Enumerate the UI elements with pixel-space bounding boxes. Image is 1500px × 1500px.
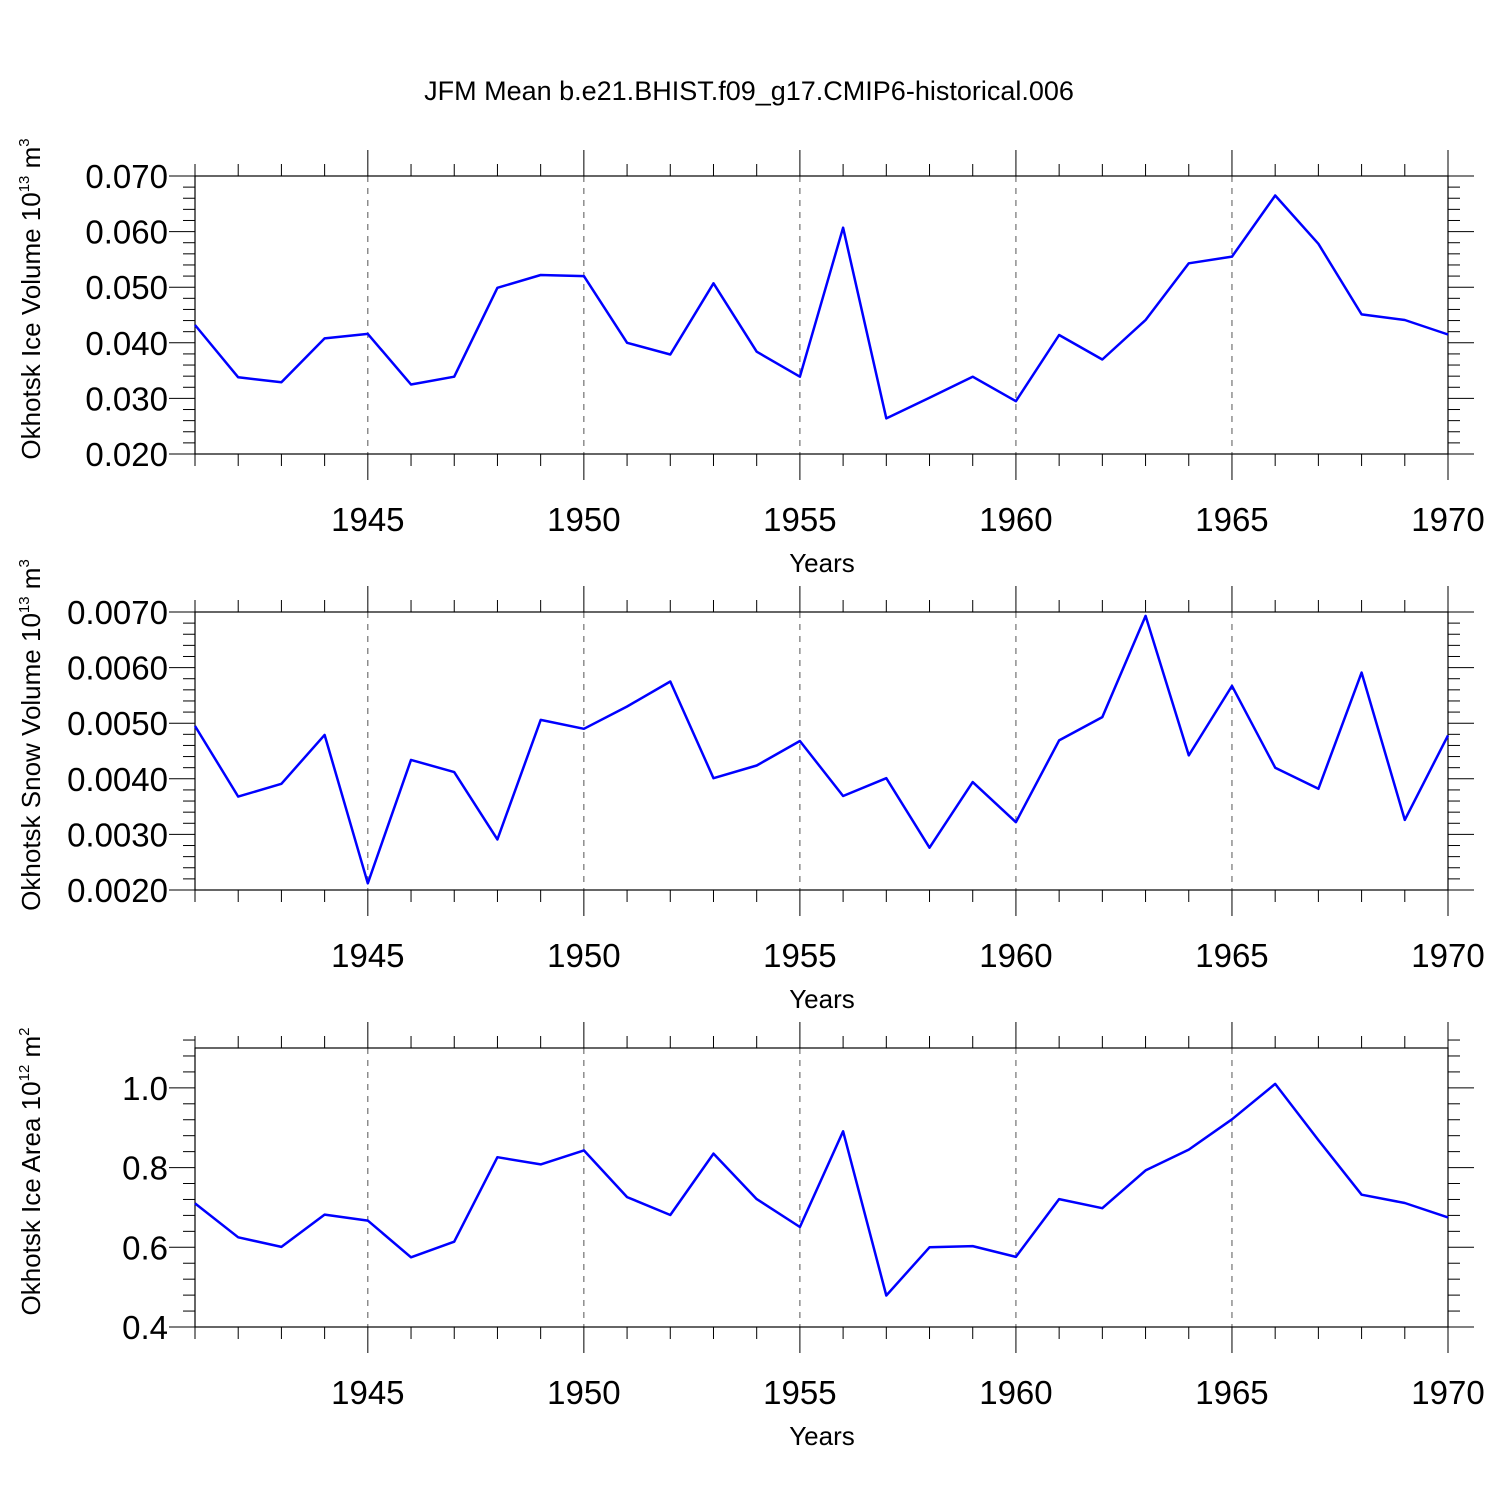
y-axis-title-unit-exponent: 2 [16,1027,33,1035]
y-axis-title-text: Okhotsk Ice Volume 10 [16,192,46,459]
y-tick-label: 0.070 [85,158,168,195]
x-tick-label: 1960 [979,501,1052,538]
y-axis-title: Okhotsk Snow Volume 1013 m3 [16,559,46,911]
x-tick-label: 1950 [547,1374,620,1411]
y-tick-label: 0.060 [85,214,168,251]
panel-1: 0.020 0.030 0.040 0.050 0.060 0.070 1945 1950 19… [16,138,1485,578]
series-line [194,1082,1449,1297]
chart-title: JFM Mean b.e21.BHIST.f09_g17.CMIP6-histo… [424,76,1074,106]
x-tick-label: 1970 [1411,501,1484,538]
x-tick-label: 1960 [979,937,1052,974]
y-axis-title-text: Okhotsk Snow Volume 10 [16,613,46,911]
x-tick-label: 1970 [1411,937,1484,974]
plot-frame [194,175,1449,455]
y-axis-title-unit: m [16,568,46,597]
x-tick-label: 1955 [763,937,836,974]
y-tick-label: 0.030 [85,380,168,417]
y-tick-label: 0.050 [85,269,168,306]
y-tick-label: 0.040 [85,325,168,362]
x-tick-label: 1950 [547,937,620,974]
x-tick-label: 1965 [1195,1374,1268,1411]
x-tick-label: 1960 [979,1374,1052,1411]
x-axis-title: Years [789,984,855,1014]
x-tick-label: 1945 [331,937,404,974]
y-axis-title-exponent: 13 [16,176,33,193]
panels: 0.020 0.030 0.040 0.050 0.060 0.070 1945 1950 19… [16,138,1485,1451]
panel-2: 0.0020 0.0030 0.0040 0.0050 0.0060 0.0070 1945… [16,559,1485,1014]
y-tick-label: 0.0070 [67,594,168,631]
y-axis-title-exponent: 13 [16,596,33,613]
y-axis-title: Okhotsk Ice Area 1012 m2 [16,1027,46,1315]
x-tick-label: 1955 [763,1374,836,1411]
x-axis-title: Years [789,548,855,578]
y-axis-title-unit: m [16,1036,46,1065]
y-tick-label: 0.8 [122,1150,168,1187]
y-axis-title-unit-exponent: 3 [16,138,33,146]
x-axis-title: Years [789,1421,855,1451]
y-tick-label: 0.4 [122,1309,168,1346]
plot-frame [194,611,1449,891]
x-tick-label: 1945 [331,501,404,538]
panel-3: 0.4 0.6 0.8 1.0 1945 1950 1955 1960 1965 1970 Year… [16,1022,1485,1451]
x-tick-label: 1970 [1411,1374,1484,1411]
y-axis-title-unit-exponent: 3 [16,559,33,567]
y-axis-title-unit: m [16,147,46,176]
y-tick-label: 0.0040 [67,761,168,798]
series-line [194,194,1449,420]
y-axis-title: Okhotsk Ice Volume 1013 m3 [16,138,46,459]
series-line [193,614,1450,885]
y-tick-label: 0.6 [122,1229,168,1266]
x-tick-label: 1965 [1195,501,1268,538]
y-tick-label: 0.0020 [67,872,168,909]
plot-frame [194,1047,1449,1328]
x-tick-label: 1950 [547,501,620,538]
y-tick-label: 0.0060 [67,650,168,687]
x-tick-label: 1955 [763,501,836,538]
y-tick-label: 0.0030 [67,816,168,853]
y-tick-label: 0.0050 [67,705,168,742]
y-axis-title-text: Okhotsk Ice Area 10 [16,1081,46,1315]
x-tick-label: 1945 [331,1374,404,1411]
y-tick-label: 0.020 [85,436,168,473]
y-tick-label: 1.0 [122,1070,168,1107]
y-axis-title-exponent: 12 [16,1065,33,1082]
x-tick-label: 1965 [1195,937,1268,974]
